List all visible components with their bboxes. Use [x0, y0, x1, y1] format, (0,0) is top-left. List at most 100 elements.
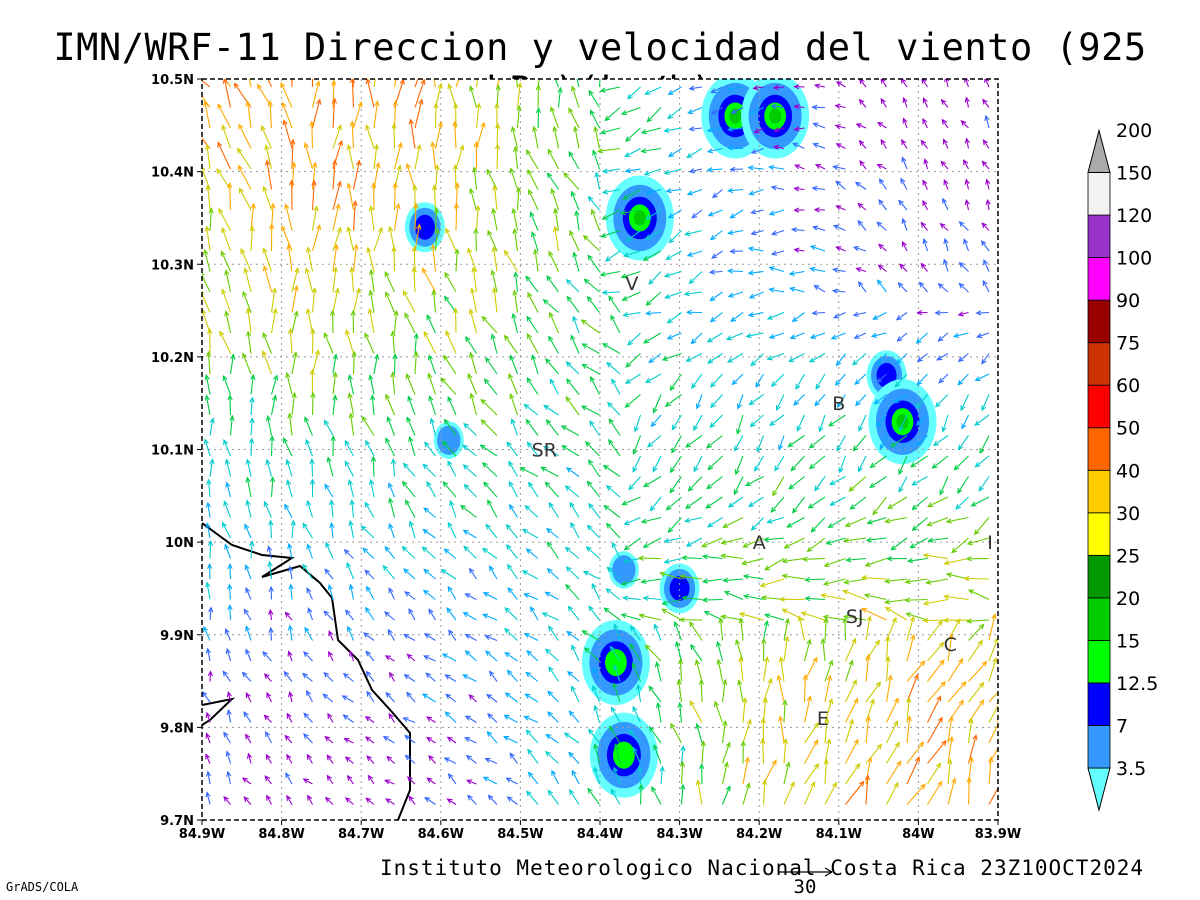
wind-vector — [854, 332, 867, 339]
wind-vector — [965, 97, 970, 108]
wind-vector — [426, 481, 436, 498]
wind-vector — [330, 500, 334, 518]
wind-vector — [526, 729, 539, 744]
wind-vector-head — [512, 289, 518, 296]
wind-vector-head — [965, 618, 972, 624]
wind-vector-head — [899, 263, 905, 270]
wind-vector — [365, 125, 375, 149]
wind-vector-head — [926, 521, 933, 527]
wind-vector-head — [632, 466, 638, 473]
wind-vector-head — [795, 383, 801, 391]
wind-vector — [350, 584, 355, 600]
wind-vector-head — [346, 225, 352, 233]
wind-vector-head — [404, 591, 411, 597]
wind-vector — [504, 652, 518, 662]
wind-vector — [328, 631, 334, 641]
wind-vector-head — [901, 217, 907, 224]
wind-vector — [447, 522, 457, 539]
wind-vector — [600, 270, 621, 276]
wind-vector — [204, 439, 211, 457]
wind-vector — [646, 209, 662, 220]
wind-vector-head — [328, 630, 334, 637]
wind-vector — [728, 229, 744, 234]
wind-vector — [444, 757, 457, 764]
wind-vector-head — [589, 109, 595, 116]
wind-vector-head — [642, 542, 649, 548]
wind-vector-head — [661, 600, 668, 606]
wind-vector-head — [858, 98, 865, 105]
wind-vector — [250, 203, 255, 231]
wind-vector-head — [508, 373, 514, 380]
wind-vector-head — [729, 166, 736, 173]
wind-vector — [727, 353, 744, 363]
wind-vector-head — [853, 697, 859, 704]
wind-vector-head — [922, 179, 928, 186]
wind-vector — [778, 435, 785, 450]
wind-vector-head — [727, 292, 734, 298]
colorbar-label: 75 — [1116, 333, 1140, 355]
wind-vector-head — [613, 743, 620, 750]
wind-vector-head — [603, 504, 610, 511]
wind-vector-head — [631, 662, 637, 669]
wind-vector-head — [876, 279, 883, 286]
wind-vector — [481, 419, 498, 436]
wind-vector-head — [365, 439, 371, 446]
wind-vector-head — [250, 202, 256, 209]
wind-vector — [204, 101, 211, 129]
wind-vector — [364, 569, 375, 580]
wind-vector — [903, 118, 908, 129]
wind-vector-head — [368, 478, 375, 486]
wind-vector-head — [465, 754, 472, 761]
wind-vector-head — [313, 205, 319, 212]
wind-vector-head — [893, 398, 900, 404]
wind-vector — [448, 84, 457, 108]
wind-vector-head — [223, 500, 229, 507]
wind-vector-head — [709, 234, 716, 241]
wind-vector — [633, 435, 642, 455]
wind-vector — [226, 751, 232, 764]
wind-vector — [242, 777, 252, 785]
wind-vector-head — [245, 692, 251, 699]
wind-vector — [869, 476, 887, 488]
wind-vector — [227, 771, 232, 785]
wind-vector-head — [622, 252, 630, 258]
wind-vector-head — [402, 717, 409, 723]
wind-vector — [291, 268, 299, 293]
wind-vector — [508, 373, 519, 395]
wind-vector — [984, 79, 990, 88]
wind-vector-head — [245, 476, 251, 483]
wind-vector — [772, 229, 785, 235]
wind-vector — [414, 99, 423, 129]
wind-vector — [669, 476, 682, 493]
wind-vector-head — [983, 259, 989, 266]
wind-vector-head — [373, 143, 379, 150]
wind-vector — [833, 166, 846, 170]
wind-vector — [408, 796, 416, 805]
wind-vector — [373, 144, 378, 170]
wind-vector-head — [206, 562, 213, 570]
wind-vector-head — [569, 229, 575, 236]
wind-vector-head — [804, 577, 811, 583]
wind-vector — [645, 644, 662, 662]
wind-vector-head — [771, 759, 777, 766]
wind-vector-head — [548, 335, 554, 342]
wind-vector — [385, 655, 395, 662]
wind-vector-head — [943, 237, 949, 244]
wind-vector-head — [343, 549, 350, 555]
wind-vector — [898, 476, 908, 493]
wind-vector-head — [813, 83, 821, 89]
wind-vector-head — [564, 546, 571, 553]
wind-vector-head — [603, 607, 610, 613]
wind-vector-head — [681, 555, 688, 561]
wind-vector-head — [571, 685, 576, 692]
wind-vector-head — [526, 790, 532, 797]
wind-vector — [246, 500, 252, 518]
wind-vector-head — [384, 270, 390, 278]
wind-vector-head — [699, 763, 705, 770]
speed-contour — [605, 648, 627, 677]
wind-vector-head — [242, 352, 248, 359]
wind-vector-head — [528, 481, 534, 488]
wind-vector-head — [550, 187, 556, 195]
wind-vector-head — [775, 404, 781, 412]
wind-vector-head — [712, 192, 718, 199]
